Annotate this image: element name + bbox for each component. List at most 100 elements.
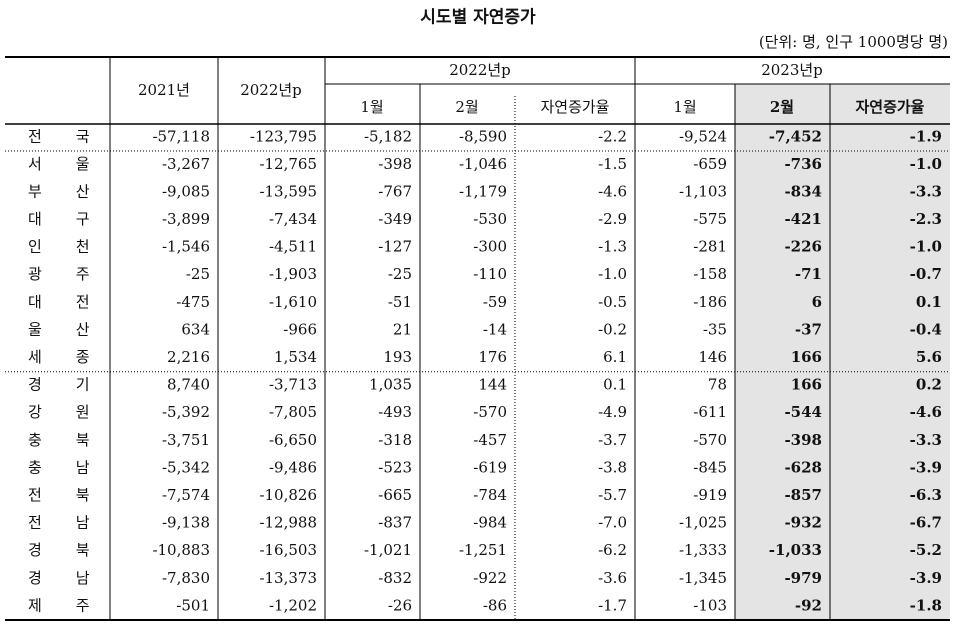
cell: -10,826 — [259, 486, 317, 504]
region-label: 전국 — [28, 128, 124, 146]
cell: -5.7 — [598, 486, 627, 504]
cell: -3,899 — [162, 210, 210, 228]
cell: 193 — [383, 348, 412, 366]
region-label: 대전 — [28, 293, 124, 311]
cell: -5,392 — [162, 403, 210, 421]
cell: -398 — [784, 431, 822, 449]
cell: 166 — [791, 376, 822, 394]
cell: -9,486 — [269, 458, 317, 476]
header-cell: 자연증가율 — [855, 98, 924, 116]
header-cell: 2022년p — [240, 81, 302, 99]
cell: -4.6 — [910, 403, 942, 421]
cell: -767 — [378, 182, 412, 200]
cell: -834 — [784, 182, 822, 200]
cell: -92 — [795, 596, 822, 614]
cell: -3,713 — [269, 376, 317, 394]
cell: -3.3 — [910, 182, 942, 200]
cell: -619 — [473, 458, 507, 476]
cell: -51 — [388, 293, 412, 311]
cell: -457 — [473, 431, 507, 449]
cell: -1,025 — [679, 514, 727, 532]
cell: 5.6 — [916, 348, 942, 366]
highlight-shade — [735, 84, 950, 620]
cell: -226 — [784, 238, 822, 256]
cell: -158 — [693, 265, 727, 283]
cell: -1.0 — [910, 238, 942, 256]
cell: -16,503 — [259, 541, 317, 559]
header-group: 2023년p — [761, 61, 823, 79]
cell: -3.6 — [598, 569, 627, 587]
header-cell: 2021년 — [138, 81, 190, 99]
cell: -2.9 — [598, 210, 627, 228]
cell: 6 — [812, 293, 822, 311]
cell: -544 — [784, 403, 822, 421]
cell: -2.3 — [910, 210, 942, 228]
cell: -12,765 — [259, 155, 317, 173]
cell: -10,883 — [152, 541, 210, 559]
cell: -1.0 — [598, 265, 627, 283]
cell: -493 — [378, 403, 412, 421]
cell: -832 — [378, 569, 412, 587]
cell: -3.8 — [598, 458, 627, 476]
cell: -1,345 — [679, 569, 727, 587]
cell: -14 — [483, 320, 507, 338]
cell: -1,202 — [269, 596, 317, 614]
region-label: 충북 — [28, 431, 124, 449]
cell: -3.9 — [910, 569, 942, 587]
cell: -421 — [784, 210, 822, 228]
cell: -7,830 — [162, 569, 210, 587]
title: 시도별 자연증가 — [420, 8, 536, 28]
cell: -186 — [693, 293, 727, 311]
cell: -475 — [176, 293, 210, 311]
cell: -1,903 — [269, 265, 317, 283]
cell: -127 — [378, 238, 412, 256]
cell: -4.9 — [598, 403, 627, 421]
cell: -13,595 — [259, 182, 317, 200]
cell: 634 — [181, 320, 210, 338]
cell: -5,342 — [162, 458, 210, 476]
cell: -1.3 — [598, 238, 627, 256]
cell: -25 — [186, 265, 210, 283]
cell: -4.6 — [598, 182, 627, 200]
cell: -922 — [473, 569, 507, 587]
cell: -37 — [795, 320, 822, 338]
cell: 166 — [791, 348, 822, 366]
cell: -530 — [473, 210, 507, 228]
cell: -7,452 — [769, 128, 822, 146]
cell: -0.5 — [598, 293, 627, 311]
cell: -0.7 — [910, 265, 942, 283]
cell: -575 — [693, 210, 727, 228]
cell: -0.4 — [910, 320, 942, 338]
header-group: 2022년p — [449, 61, 511, 79]
header-cell: 자연증가율 — [540, 98, 609, 116]
cell: -59 — [483, 293, 507, 311]
cell: -5.2 — [910, 541, 942, 559]
cell: -919 — [693, 486, 727, 504]
cell: -570 — [473, 403, 507, 421]
cell: -501 — [176, 596, 210, 614]
cell: -6,650 — [269, 431, 317, 449]
cell: -9,085 — [162, 182, 210, 200]
cell: 6.1 — [603, 348, 627, 366]
cell: -570 — [693, 431, 727, 449]
cell: -12,988 — [259, 514, 317, 532]
cell: -7,434 — [269, 210, 317, 228]
header-cell: 2월 — [770, 98, 794, 116]
cell: -984 — [473, 514, 507, 532]
region-label: 인천 — [28, 238, 124, 256]
cell: -318 — [378, 431, 412, 449]
cell: 144 — [478, 376, 507, 394]
cell: -9,138 — [162, 514, 210, 532]
cell: -281 — [693, 238, 727, 256]
region-label: 광주 — [28, 265, 124, 283]
cell: -25 — [388, 265, 412, 283]
cell: 21 — [393, 320, 412, 338]
cell: 1,035 — [369, 376, 412, 394]
cell: -3.9 — [910, 458, 942, 476]
cell: -2.2 — [598, 128, 627, 146]
cell: -857 — [784, 486, 822, 504]
cell: -845 — [693, 458, 727, 476]
cell: -71 — [795, 265, 822, 283]
region-label: 대구 — [28, 210, 124, 228]
